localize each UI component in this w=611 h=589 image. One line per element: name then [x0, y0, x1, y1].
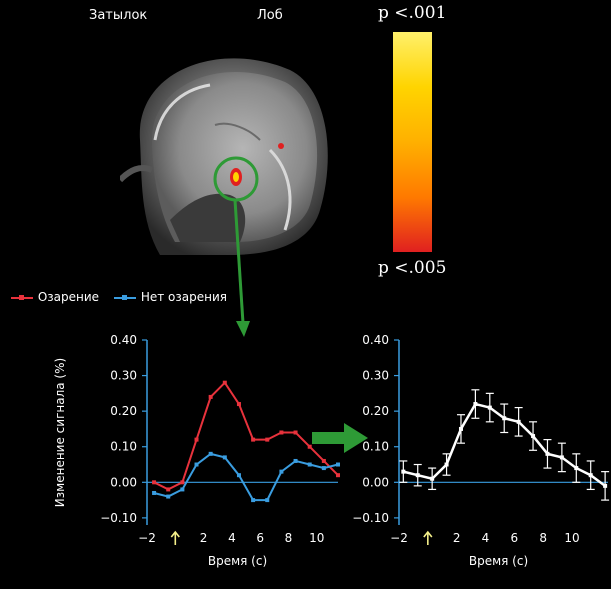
right-chart-y-tick-label: 0.30 — [362, 369, 389, 383]
left-chart-data-point — [307, 444, 312, 449]
right-chart-x-tick-label: −2 — [390, 531, 408, 545]
chart-difference: 0.40 0.30 0.20 0.10 0.00 −0.10−2 2 4 6 8 10 Время (… — [352, 333, 610, 568]
right-chart-x-tick-label: 4 — [482, 531, 490, 545]
right-chart-data-point — [545, 451, 550, 456]
right-chart-data-point — [415, 473, 420, 478]
legend-swatch-no-insight — [114, 294, 136, 300]
left-chart-data-point — [166, 494, 171, 499]
left-chart-data-point — [307, 462, 312, 467]
left-chart-data-point — [236, 473, 241, 478]
left-chart-data-point — [293, 458, 298, 463]
right-chart-x-tick-label: 6 — [510, 531, 518, 545]
right-chart-y-tick-label: 0.40 — [362, 333, 389, 347]
legend-item-no-insight: Нет озарения — [113, 290, 227, 304]
left-chart-data-point — [166, 487, 171, 492]
left-chart-data-point — [321, 466, 326, 471]
left-chart-x-label: Время (с) — [208, 554, 267, 568]
left-chart-data-point — [194, 437, 199, 442]
right-chart-data-point — [574, 466, 579, 471]
right-chart-data-point — [444, 462, 449, 467]
colorbar-bottom-label: p <.005 — [378, 258, 447, 278]
label-forehead: Лоб — [257, 8, 283, 23]
right-chart-data-point — [458, 426, 463, 431]
left-chart-data-point — [208, 394, 213, 399]
left-chart-x-tick-label: 4 — [228, 531, 236, 545]
chart-insight-vs-no-insight: 0.40 0.30 0.20 0.10 0.00 −0.10−2 2 4 6 8 10 Время (… — [53, 333, 340, 568]
big-green-arrow — [312, 423, 368, 453]
label-occiput: Затылок — [89, 8, 148, 23]
right-chart-x-tick-label: 2 — [453, 531, 461, 545]
colorbar — [393, 32, 432, 252]
left-chart-y-tick-label: 0.30 — [110, 369, 137, 383]
right-chart-data-point — [559, 455, 564, 460]
left-chart-x-tick-label: 8 — [285, 531, 293, 545]
right-chart-y-tick-label: 0.20 — [362, 404, 389, 418]
left-chart-data-point — [152, 480, 157, 485]
left-chart-data-point — [279, 469, 284, 474]
left-chart-data-point — [251, 437, 256, 442]
left-chart-y-tick-label: 0.40 — [110, 333, 137, 347]
right-chart-y-tick-label: 0.00 — [362, 475, 389, 489]
left-chart-data-point — [336, 473, 340, 478]
right-chart-data-point — [430, 476, 435, 481]
legend-swatch-insight — [11, 294, 33, 300]
left-chart-data-point — [208, 451, 213, 456]
left-chart-y-label: Изменение сигнала (%) — [53, 358, 67, 507]
left-chart-y-tick-label: 0.20 — [110, 404, 137, 418]
right-chart-onset-marker — [423, 530, 433, 545]
right-chart-data-point — [487, 405, 492, 410]
left-chart-data-point — [321, 458, 326, 463]
brain-scan-image — [120, 58, 328, 255]
right-chart-x-tick-label: 8 — [539, 531, 547, 545]
left-chart-data-point — [194, 462, 199, 467]
left-chart-series-line-1 — [153, 452, 339, 502]
left-chart-x-tick-label: 2 — [200, 531, 208, 545]
right-chart-data-point — [588, 473, 593, 478]
right-chart-data-point — [401, 469, 406, 474]
left-chart-data-point — [180, 480, 185, 485]
left-chart-y-tick-label: 0.00 — [110, 475, 137, 489]
right-chart-x-label: Время (с) — [469, 554, 528, 568]
left-chart-data-point — [251, 498, 256, 503]
left-chart-y-tick-label: 0.10 — [110, 440, 137, 454]
left-chart-data-point — [293, 430, 298, 435]
right-chart-data-point — [603, 483, 608, 488]
left-chart-x-tick-label: 6 — [256, 531, 264, 545]
legend-label-no-insight: Нет озарения — [140, 290, 227, 304]
left-chart-data-point — [152, 490, 157, 495]
left-chart-data-point — [222, 455, 227, 460]
left-chart-x-tick-label: −2 — [138, 531, 156, 545]
left-chart-data-point — [279, 430, 284, 435]
right-chart-x-tick-label: 10 — [564, 531, 579, 545]
right-chart-data-point — [502, 416, 507, 421]
left-chart-data-point — [265, 437, 270, 442]
right-chart-data-point — [516, 419, 521, 424]
left-chart-data-point — [222, 380, 227, 385]
connector-arrow — [233, 199, 250, 337]
legend-label-insight: Озарение — [37, 290, 100, 304]
legend-item-insight: Озарение — [10, 290, 99, 304]
right-chart-y-tick-label: −0.10 — [352, 511, 389, 525]
left-chart-data-point — [336, 462, 340, 467]
left-chart-data-point — [236, 402, 241, 407]
right-chart-y-tick-label: 0.10 — [362, 440, 389, 454]
left-chart-data-point — [180, 487, 185, 492]
colorbar-top-label: p <.001 — [378, 3, 447, 23]
left-chart-series-line-0 — [153, 381, 339, 491]
right-chart-data-point — [473, 402, 478, 407]
left-chart-onset-marker — [170, 530, 180, 545]
right-chart-data-point — [531, 434, 536, 439]
left-chart-data-point — [265, 498, 270, 503]
left-chart-y-tick-label: −0.10 — [100, 511, 137, 525]
left-chart-x-tick-label: 10 — [309, 531, 324, 545]
